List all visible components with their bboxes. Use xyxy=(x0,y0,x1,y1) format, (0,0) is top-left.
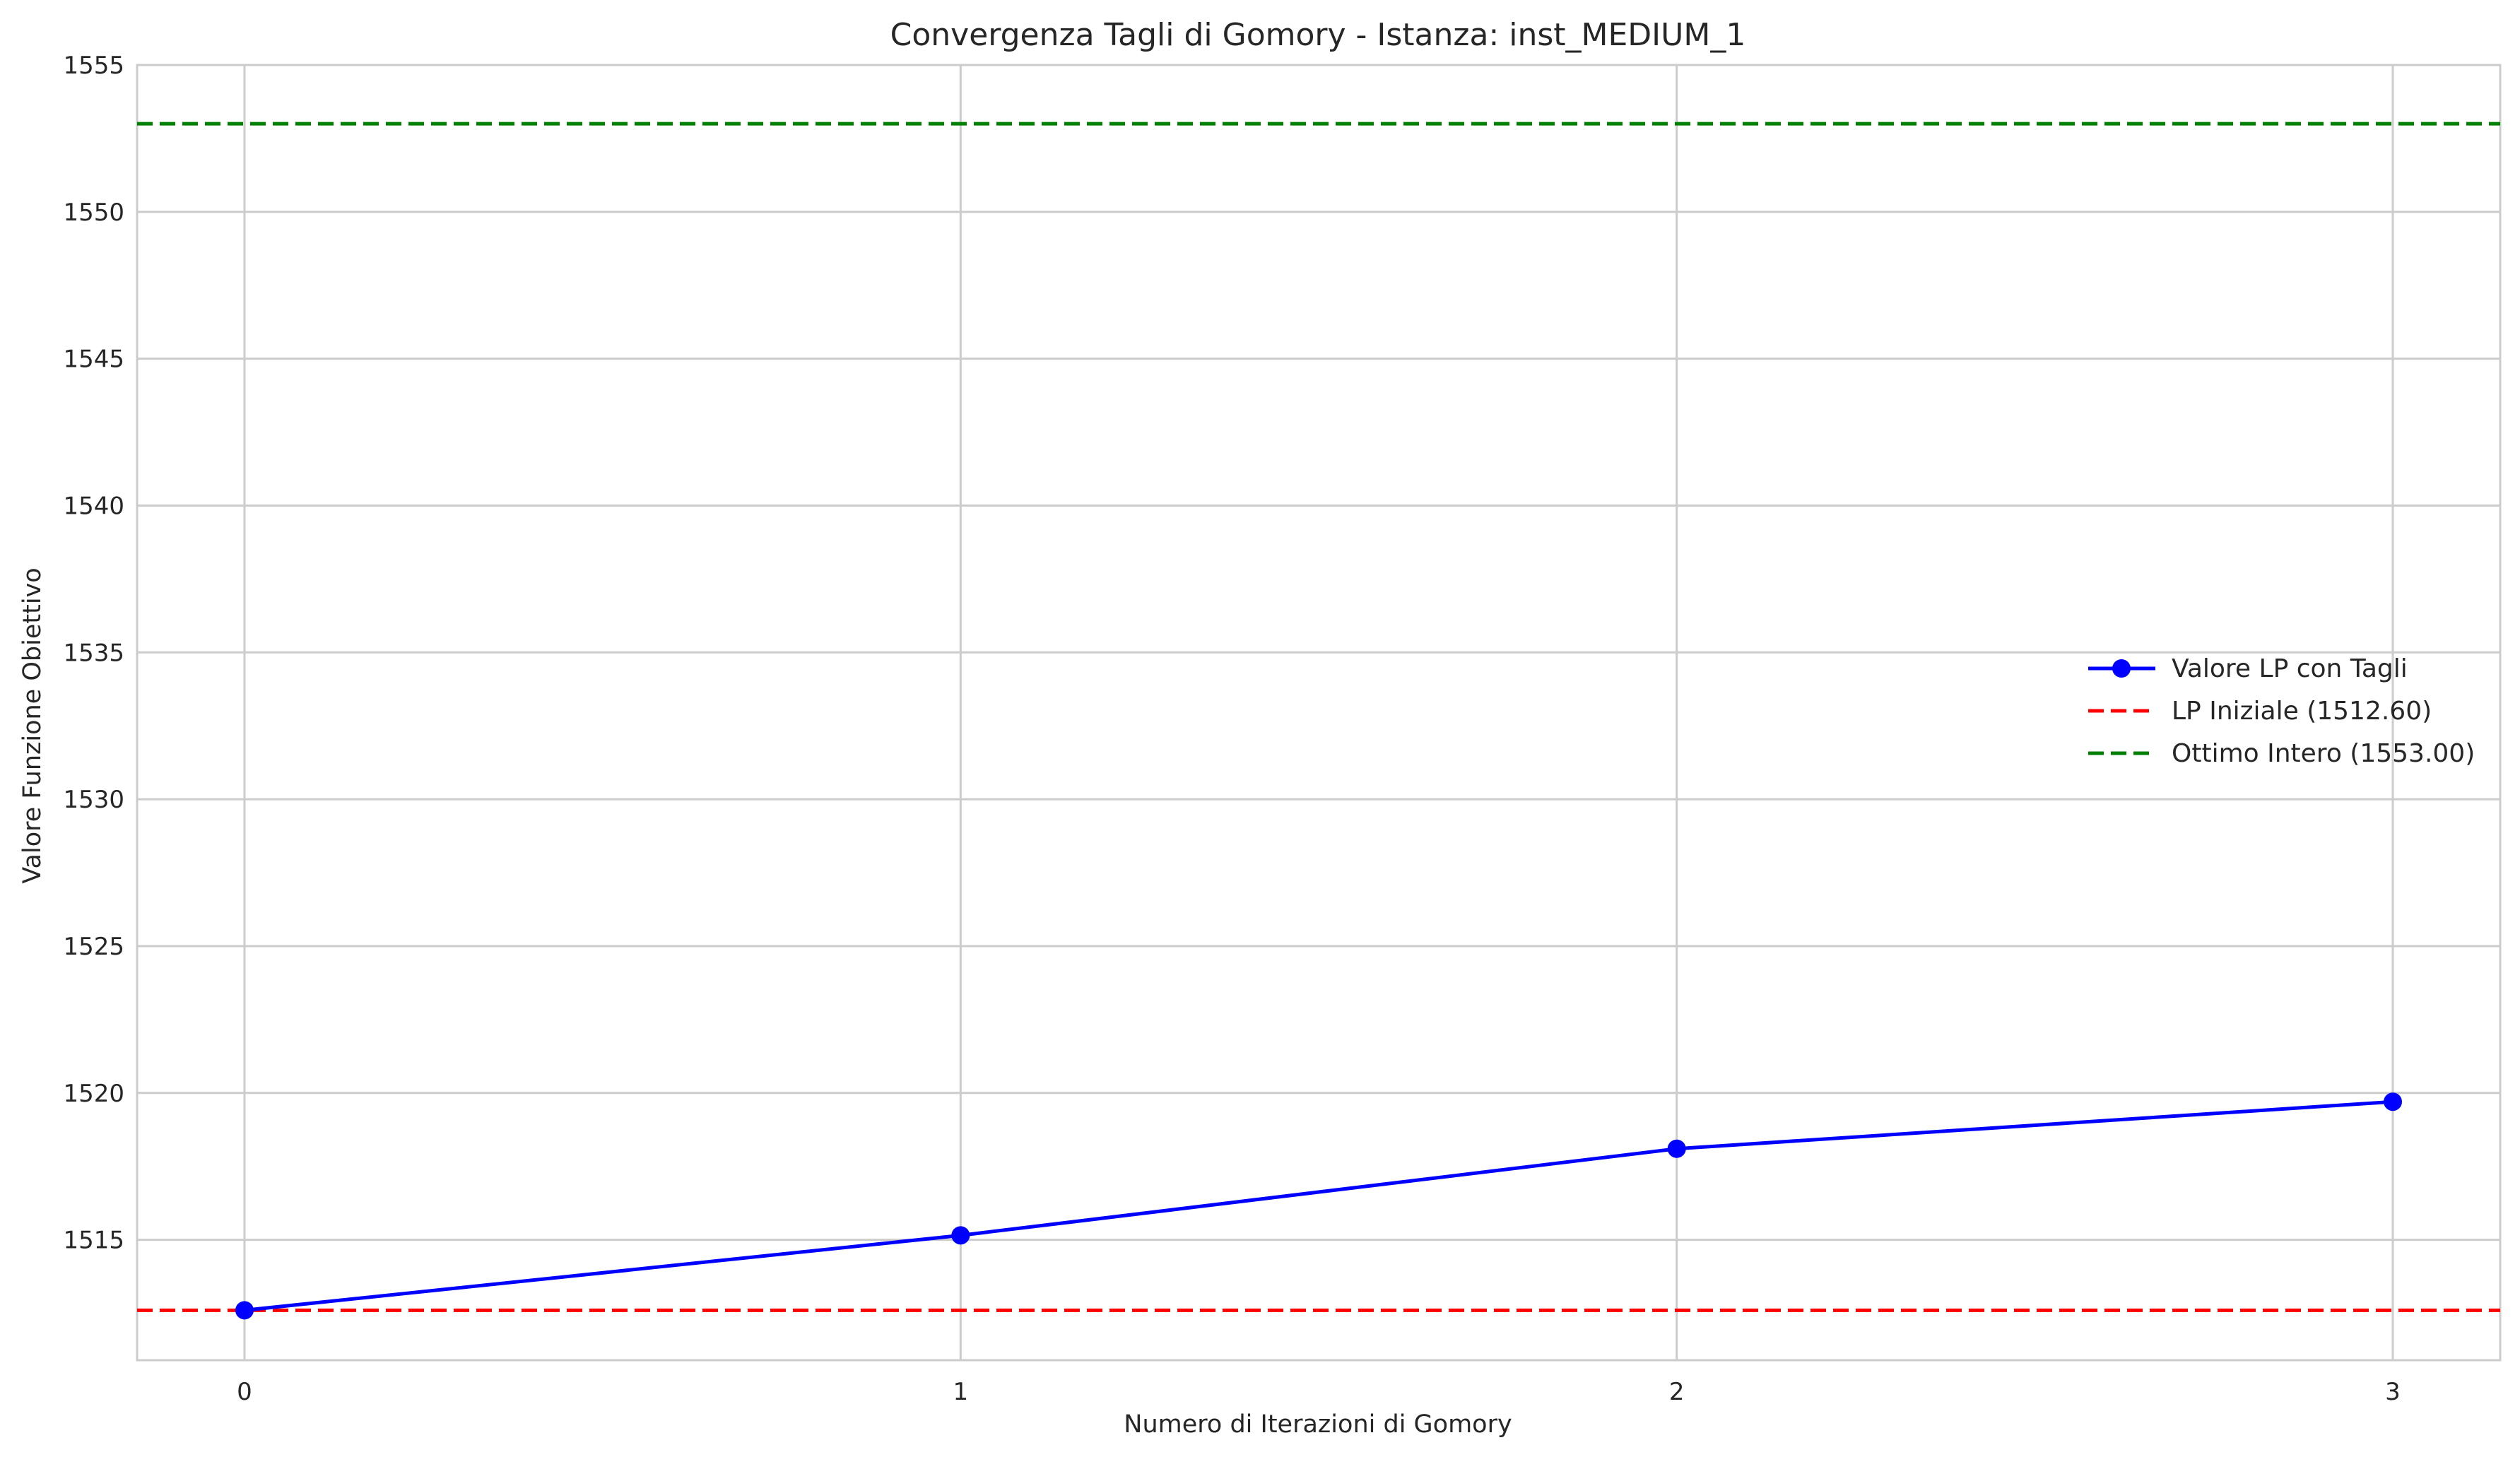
y-tick-label: 1520 xyxy=(63,1080,124,1108)
x-tick-label: 3 xyxy=(2385,1378,2401,1406)
data-point xyxy=(1667,1139,1686,1158)
x-tick-labels: 0 1 2 3 xyxy=(237,1378,2401,1406)
y-axis-label: Valore Funzione Obiettivo xyxy=(18,567,47,883)
legend: Valore LP con Tagli LP Iniziale (1512.60)… xyxy=(2088,654,2475,768)
data-series xyxy=(235,1092,2402,1320)
y-tick-label: 1555 xyxy=(63,52,124,80)
data-point xyxy=(2384,1092,2402,1111)
y-tick-labels: 1515 1520 1525 1530 1535 1540 1545 1550 1555 xyxy=(63,52,124,1255)
chart-title: Convergenza Tagli di Gomory - Istanza: i… xyxy=(890,17,1746,53)
series-line xyxy=(244,1099,2394,1312)
data-point xyxy=(951,1226,970,1245)
x-axis-label: Numero di Iterazioni di Gomory xyxy=(1124,1410,1512,1439)
x-tick-label: 2 xyxy=(1669,1378,1685,1406)
data-point xyxy=(235,1301,254,1320)
y-tick-label: 1515 xyxy=(63,1227,124,1255)
legend-label: Ottimo Intero (1553.00) xyxy=(2172,739,2475,768)
y-tick-label: 1545 xyxy=(63,346,124,374)
y-tick-label: 1540 xyxy=(63,492,124,520)
legend-label: Valore LP con Tagli xyxy=(2172,654,2408,683)
y-tick-label: 1535 xyxy=(63,639,124,667)
y-tick-label: 1525 xyxy=(63,933,124,961)
legend-marker xyxy=(2112,659,2131,678)
x-tick-label: 0 xyxy=(237,1378,252,1406)
y-tick-label: 1530 xyxy=(63,786,124,814)
legend-label: LP Iniziale (1512.60) xyxy=(2172,697,2432,726)
plot-frame xyxy=(136,64,2502,1362)
x-tick-label: 1 xyxy=(953,1378,969,1406)
y-tick-label: 1550 xyxy=(63,199,124,227)
reference-lines xyxy=(137,122,2500,1312)
